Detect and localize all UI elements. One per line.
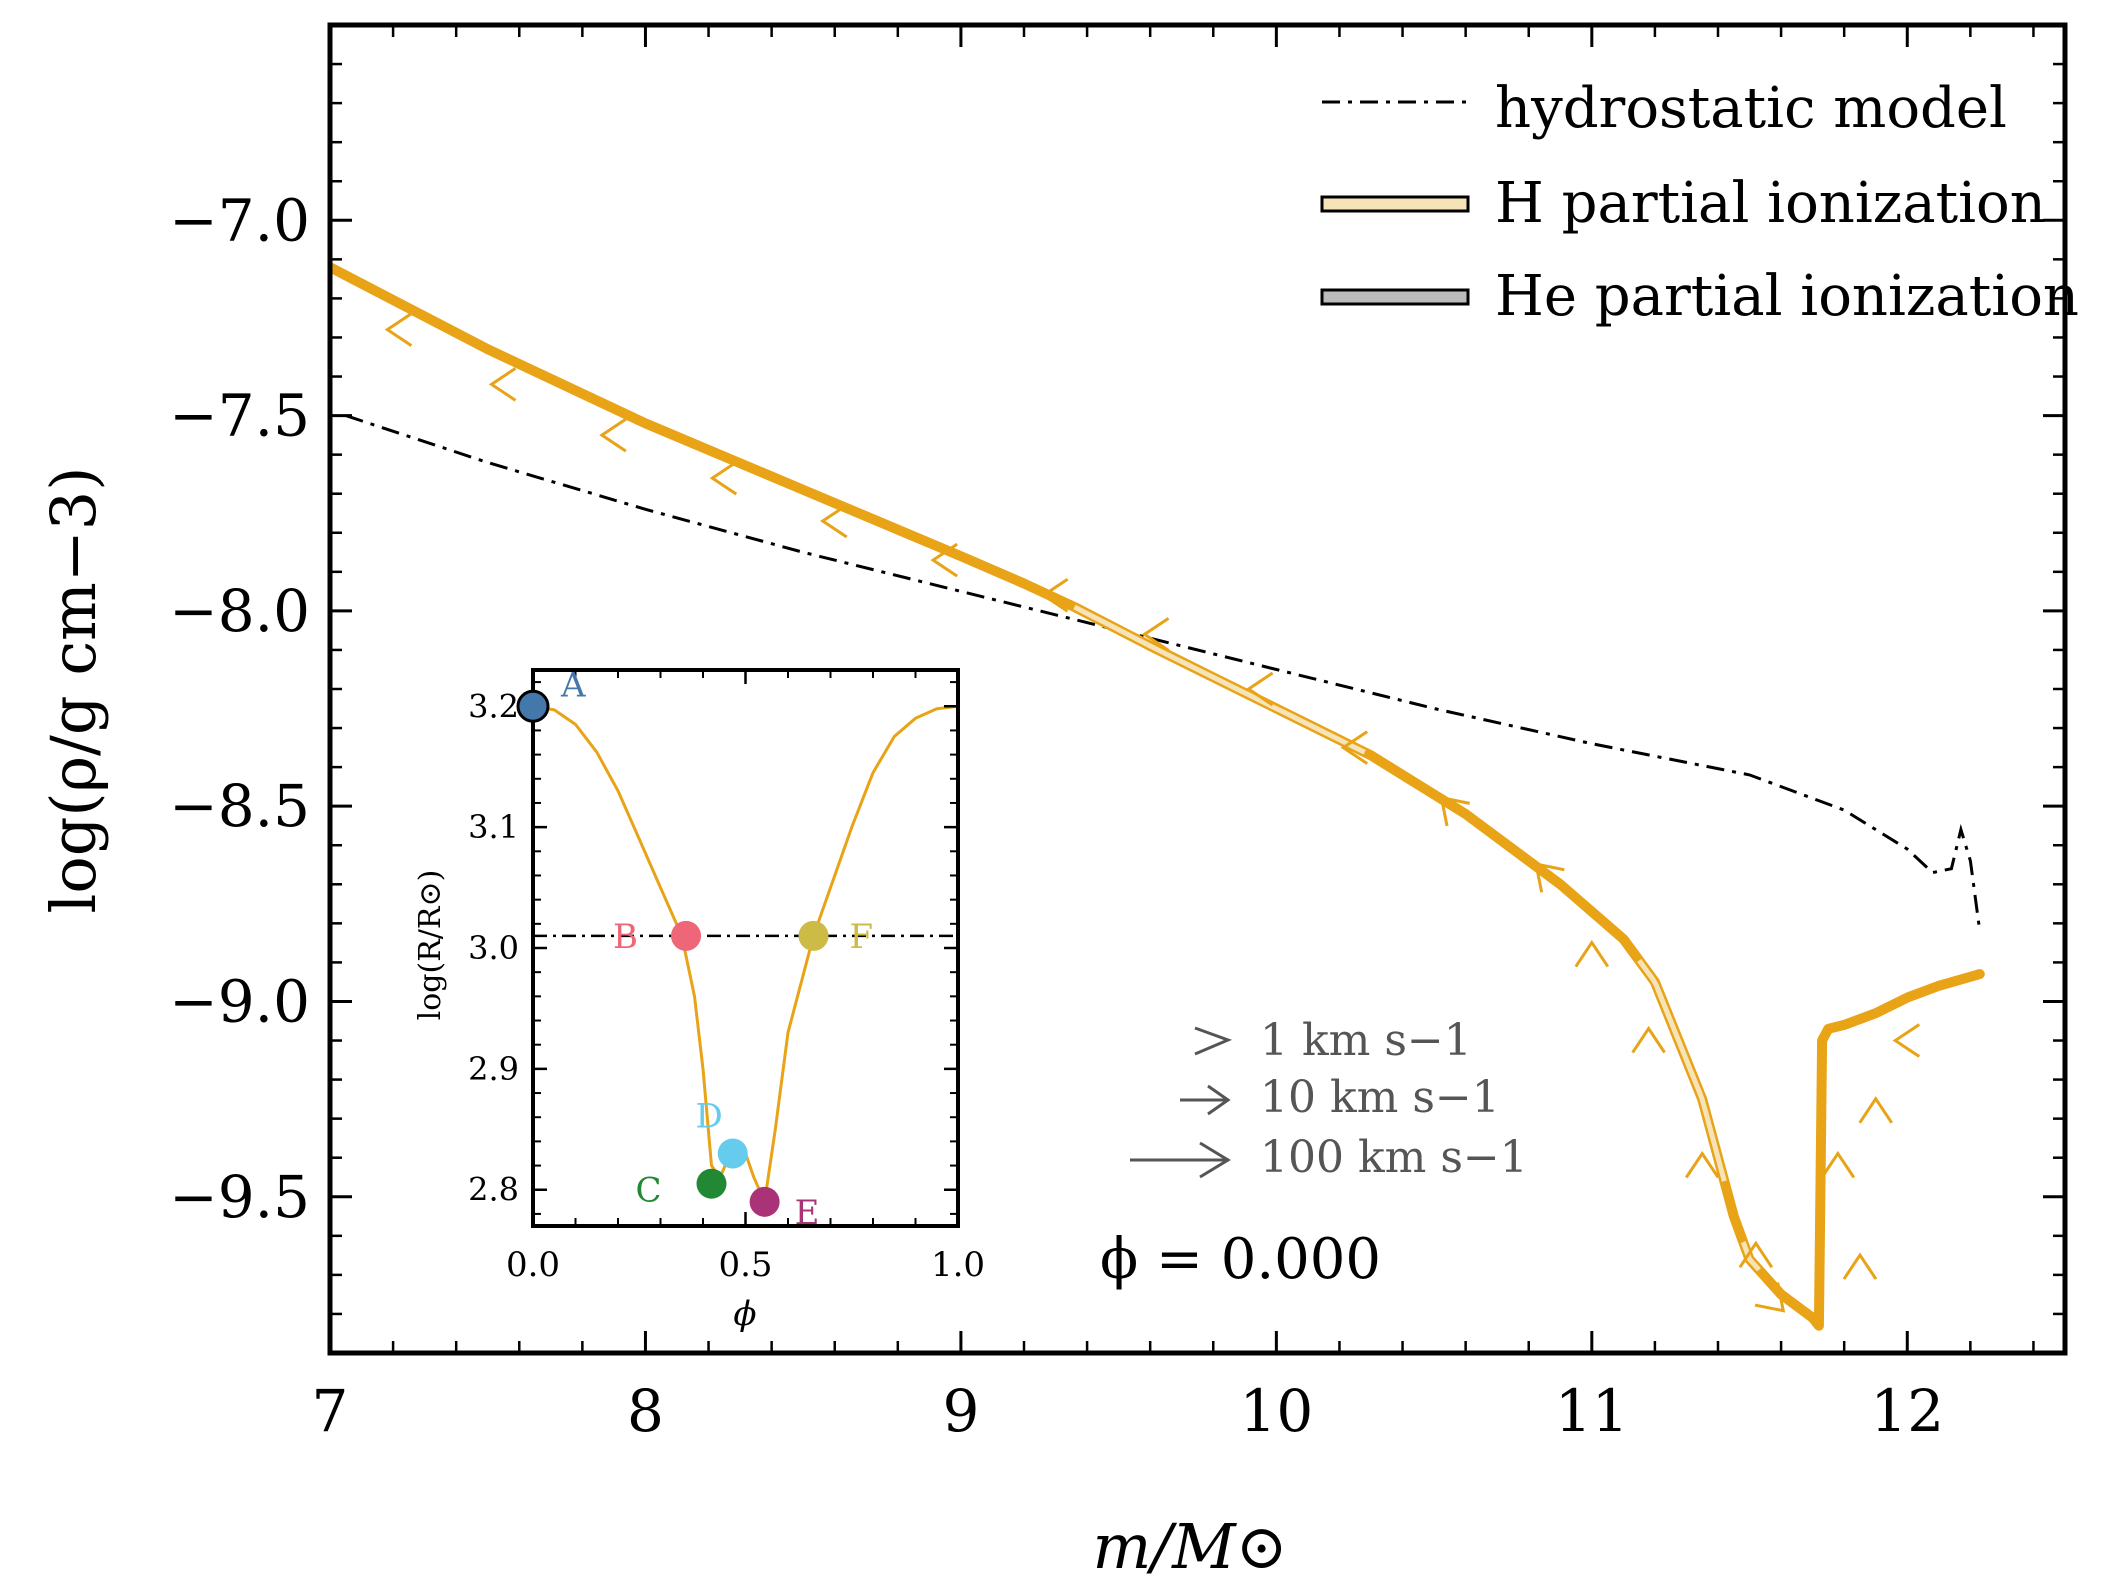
y-tick-label: −7.0 — [169, 186, 310, 254]
phase-point-label-a: A — [560, 665, 586, 705]
y-tick-label: −9.0 — [169, 967, 310, 1035]
inset-tick-labels: 0.0 0.5 1.0 2.8 2.9 3.0 3.1 3.2 — [468, 687, 985, 1285]
velocity-arrow — [930, 542, 958, 578]
y-tick-label: −7.5 — [169, 382, 310, 450]
phase-point-label-f: F — [850, 917, 874, 957]
velocity-key: 1 km s−1 10 km s−1 100 km s−1 — [1130, 1015, 1528, 1183]
phase-point-f — [798, 920, 829, 951]
velocity-arrow — [1040, 578, 1069, 613]
x-tick-label: 11 — [1555, 1377, 1629, 1445]
velocity-key-label-10: 10 km s−1 — [1260, 1072, 1500, 1123]
phase-point-d — [717, 1138, 748, 1169]
inset-plot: 0.0 0.5 1.0 2.8 2.9 3.0 3.1 3.2 A B CD E F ϕ log(R/… — [413, 665, 985, 1334]
y-tick-label: −8.5 — [169, 772, 310, 840]
phase-point-label-e: E — [795, 1193, 820, 1233]
phase-point-label-b: B — [613, 917, 638, 957]
h-ionization-segment — [1740, 1241, 1761, 1272]
velocity-arrow — [1820, 1150, 1856, 1179]
inset-x-tick-label: 1.0 — [931, 1245, 985, 1285]
velocity-arrow — [1141, 617, 1170, 652]
inset-frame — [531, 668, 960, 1228]
velocity-arrow — [488, 367, 517, 402]
velocity-arrow — [1892, 1023, 1921, 1058]
inset-y-tick-label: 2.8 — [468, 1171, 519, 1209]
y-tick-label: −9.5 — [169, 1163, 310, 1231]
legend: hydrostatic model H partial ionization H… — [1320, 76, 2079, 329]
velocity-arrow — [1738, 1240, 1774, 1269]
main-plot-data — [330, 262, 1985, 1331]
inset-y-tick-label: 2.9 — [468, 1050, 519, 1088]
hydrostatic-model-line — [345, 414, 1982, 932]
velocity-arrow — [1534, 862, 1565, 893]
y-axis-label: log(ρ/g cm−3) — [37, 467, 110, 914]
main-plot: 7 8 9 10 11 12 −7.0 −7.5 −8.0 −8.5 −9.0 −9.5 m/M⊙ l… — [37, 22, 2079, 1583]
phase-point-a — [516, 689, 550, 723]
velocity-arrow — [1858, 1096, 1893, 1124]
h-ionization-segment — [1073, 604, 1366, 755]
y-tick-label: −8.0 — [169, 577, 310, 645]
x-tick-label: 9 — [942, 1377, 979, 1445]
velocity-arrow — [1842, 1252, 1878, 1280]
phase-point-c — [696, 1168, 727, 1199]
inset-x-tick-label: 0.0 — [506, 1245, 560, 1285]
phase-point-label-c: C — [635, 1171, 661, 1211]
density-profile-line — [330, 262, 1985, 1331]
velocity-arrow — [709, 460, 738, 496]
x-tick-label: 8 — [627, 1377, 664, 1445]
velocity-key-label-100: 100 km s−1 — [1260, 1132, 1528, 1183]
velocity-arrow — [599, 417, 627, 453]
h-ionization-segment — [1637, 958, 1727, 1182]
main-plot-frame — [327, 22, 2068, 1356]
x-tick-label: 12 — [1870, 1377, 1944, 1445]
inset-y-tick-label: 3.2 — [468, 687, 519, 725]
velocity-key-arrow-100 — [1130, 1141, 1231, 1179]
velocity-key-arrow-1 — [1194, 1026, 1233, 1056]
phase-annotation: ϕ = 0.000 — [1100, 1227, 1381, 1292]
inset-y-axis-label: log(R/R⊙) — [413, 870, 448, 1021]
velocity-arrow — [1439, 795, 1470, 827]
velocity-arrow — [1340, 730, 1369, 765]
x-tick-label: 10 — [1239, 1377, 1313, 1445]
x-tick-label: 7 — [312, 1377, 349, 1445]
main-tick-labels: 7 8 9 10 11 12 −7.0 −7.5 −8.0 −8.5 −9.0 −9.5 — [169, 186, 1944, 1445]
velocity-arrow — [820, 503, 848, 539]
legend-swatch-h-ionization — [1320, 195, 1470, 213]
velocity-key-arrow-10 — [1180, 1084, 1231, 1116]
velocity-arrow — [1574, 939, 1610, 968]
velocity-arrow — [384, 312, 413, 347]
inset-y-tick-label: 3.1 — [468, 808, 519, 846]
legend-swatch-he-ionization — [1320, 288, 1470, 306]
velocity-key-label-1: 1 km s−1 — [1260, 1015, 1472, 1066]
phase-point-label-d: D — [695, 1096, 722, 1136]
velocity-arrow — [1245, 671, 1274, 707]
velocity-arrow — [1754, 1282, 1786, 1313]
inset-x-tick-label: 0.5 — [718, 1245, 772, 1285]
legend-label-he-ionization: He partial ionization — [1495, 264, 2079, 329]
legend-label-h-ionization: H partial ionization — [1495, 171, 2046, 236]
x-axis-label: m/M⊙ — [1092, 1510, 1287, 1583]
velocity-arrow — [1684, 1150, 1720, 1179]
legend-label-hydrostatic: hydrostatic model — [1495, 76, 2007, 141]
phase-point-b — [671, 920, 701, 951]
phase-point-e — [749, 1186, 780, 1217]
inset-x-axis-label: ϕ — [733, 1294, 756, 1334]
inset-y-tick-label: 3.0 — [468, 929, 519, 967]
inset-phase-points: A B CD E F — [516, 665, 874, 1233]
velocity-arrow — [1631, 1025, 1666, 1054]
